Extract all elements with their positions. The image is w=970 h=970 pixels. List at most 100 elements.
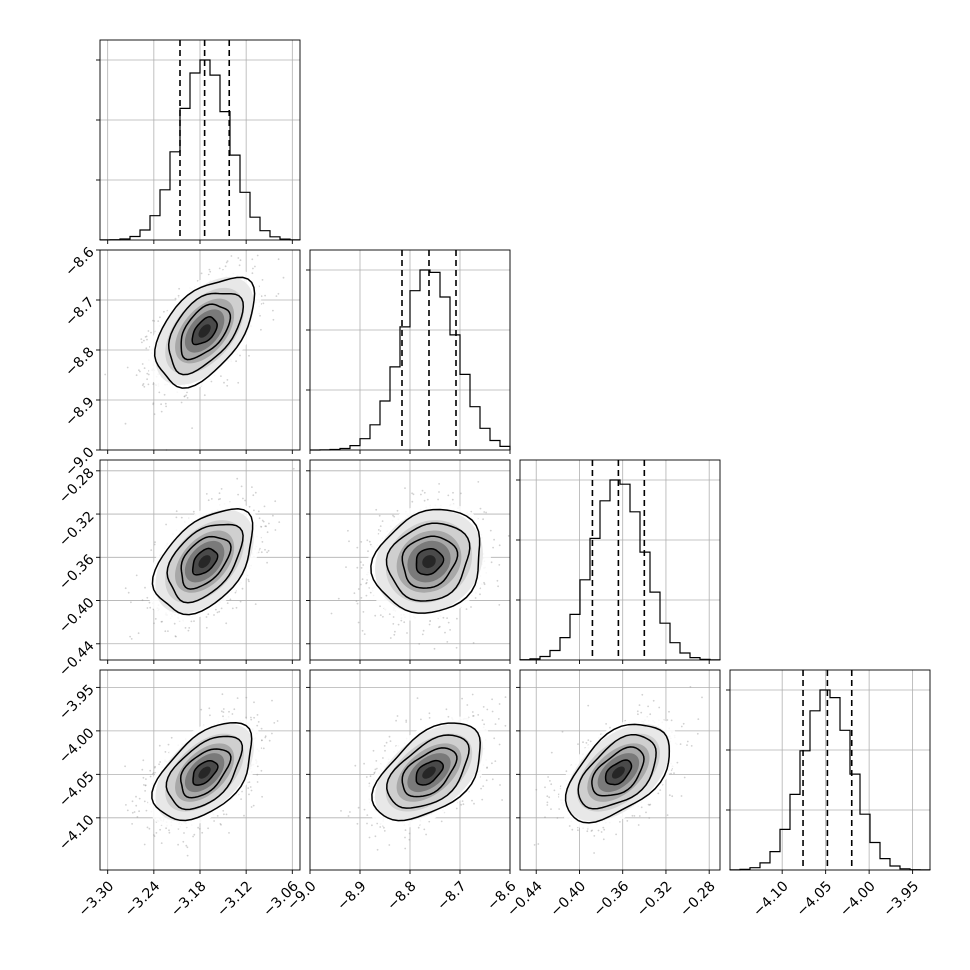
- scatter-point: [210, 380, 213, 383]
- scatter-point: [237, 493, 240, 496]
- scatter-point: [498, 604, 501, 606]
- scatter-point: [447, 621, 450, 624]
- scatter-point: [218, 267, 221, 270]
- scatter-point: [209, 714, 211, 717]
- scatter-point: [161, 620, 164, 623]
- scatter-point: [186, 391, 188, 394]
- scatter-point: [222, 711, 225, 713]
- scatter-point: [361, 578, 364, 581]
- scatter-point: [236, 477, 239, 480]
- scatter-point: [389, 637, 392, 639]
- scatter-point: [154, 541, 156, 544]
- scatter-point: [175, 510, 178, 513]
- scatter-point: [220, 607, 223, 610]
- histogram-panel: [726, 669, 931, 874]
- scatter-point: [257, 721, 260, 723]
- scatter-point: [185, 394, 188, 397]
- scatter-point: [220, 488, 223, 490]
- scatter-point: [216, 611, 219, 614]
- scatter-point: [200, 708, 203, 711]
- scatter-point: [261, 795, 263, 798]
- scatter-point: [361, 629, 364, 632]
- scatter-point: [477, 481, 480, 483]
- histogram-step: [729, 689, 931, 871]
- panel-frame: [729, 669, 931, 871]
- scatter-point: [489, 529, 492, 532]
- scatter-point: [449, 629, 451, 631]
- scatter-point: [256, 724, 259, 727]
- scatter-point: [274, 500, 277, 503]
- scatter-point: [423, 491, 426, 494]
- scatter-point: [228, 710, 230, 713]
- scatter-point: [155, 832, 158, 834]
- scatter-point: [231, 607, 234, 610]
- scatter-point: [465, 608, 468, 610]
- scatter-point: [150, 549, 153, 551]
- scatter-point: [260, 295, 263, 298]
- scatter-point: [207, 827, 210, 830]
- scatter-point: [145, 335, 148, 338]
- scatter-point: [237, 257, 240, 259]
- scatter-point: [507, 535, 510, 537]
- scatter-point: [272, 309, 274, 312]
- scatter-point: [379, 525, 382, 527]
- scatter-point: [452, 491, 454, 494]
- scatter-point: [251, 486, 253, 488]
- scatter-point: [437, 498, 439, 501]
- scatter-point: [404, 487, 406, 489]
- scatter-point: [406, 632, 408, 634]
- scatter-point: [149, 606, 152, 609]
- histogram-panel: [516, 459, 721, 664]
- scatter-point: [213, 614, 215, 616]
- scatter-point: [190, 620, 193, 623]
- scatter-point: [157, 320, 160, 322]
- scatter-point: [460, 492, 462, 495]
- scatter-point: [237, 381, 240, 384]
- scatter-point: [258, 517, 261, 520]
- scatter-point: [163, 393, 166, 396]
- scatter-point: [180, 516, 183, 519]
- scatter-point: [496, 579, 499, 582]
- scatter-point: [388, 613, 391, 615]
- scatter-point: [165, 405, 168, 408]
- scatter-point: [178, 287, 181, 290]
- scatter-point: [205, 616, 208, 618]
- scatter-point: [377, 529, 380, 531]
- scatter-point: [131, 811, 134, 814]
- scatter-point: [223, 381, 225, 384]
- scatter-point: [201, 831, 204, 834]
- scatter-point: [382, 615, 384, 618]
- scatter-point: [235, 606, 238, 609]
- scatter-point: [446, 617, 448, 619]
- scatter-point: [356, 546, 359, 549]
- scatter-point: [266, 531, 269, 534]
- scatter-point: [186, 397, 189, 399]
- scatter-point: [205, 493, 208, 495]
- scatter-point: [353, 592, 356, 595]
- scatter-point: [268, 522, 270, 525]
- scatter-point: [129, 635, 132, 638]
- scatter-point: [147, 330, 150, 332]
- scatter-point: [498, 544, 501, 547]
- scatter-point: [193, 620, 195, 622]
- scatter-point: [198, 828, 201, 830]
- scatter-point: [257, 510, 260, 513]
- scatter-point: [138, 797, 141, 800]
- scatter-point: [220, 375, 222, 377]
- scatter-point: [147, 373, 150, 376]
- scatter-point: [470, 606, 472, 608]
- scatter-point: [392, 616, 395, 618]
- scatter-point: [403, 621, 406, 624]
- scatter-point: [259, 314, 261, 317]
- scatter-point: [218, 492, 221, 495]
- scatter-point: [203, 394, 206, 397]
- scatter-point: [124, 422, 127, 425]
- scatter-point: [231, 713, 234, 715]
- scatter-point: [498, 564, 501, 566]
- scatter-point: [141, 341, 143, 344]
- scatter-point: [145, 809, 148, 812]
- scatter-point: [248, 505, 251, 508]
- scatter-point: [165, 523, 168, 526]
- scatter-point: [260, 328, 262, 331]
